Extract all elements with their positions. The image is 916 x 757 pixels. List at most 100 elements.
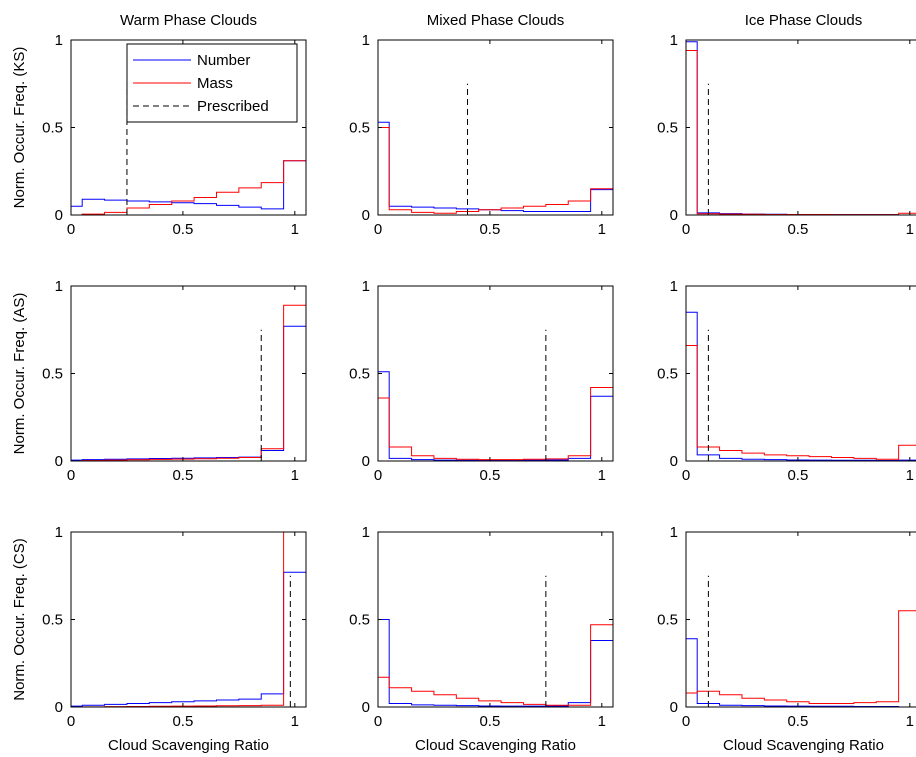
series-mass-line: [378, 387, 614, 461]
panel-r1-c2: 0 0.5 1 0 0.5 1: [657, 278, 916, 484]
x-tick-label: 1: [906, 467, 914, 484]
x-axis-label: Cloud Scavenging Ratio: [108, 737, 269, 754]
axes-box: [685, 531, 916, 708]
x-tick-label: 1: [291, 713, 299, 730]
x-tick-label: 0: [67, 467, 75, 484]
y-tick-label: 1: [55, 524, 63, 541]
y-tick-label: 0: [55, 207, 63, 224]
y-tick-label: 0.5: [657, 366, 678, 383]
series-number-line: [686, 311, 916, 461]
row-ylabel: Norm. Occur. Freq. (KS): [11, 47, 28, 209]
y-tick-label: 0.5: [42, 120, 63, 137]
x-tick-label: 0.5: [172, 713, 193, 730]
y-tick-label: 0: [670, 207, 678, 224]
axes-box: [377, 39, 614, 216]
y-tick-label: 0.5: [657, 120, 678, 137]
row-ylabel: Norm. Occur. Freq. (CS): [11, 538, 28, 701]
y-tick-label: 0.5: [349, 120, 370, 137]
series-number-line: [686, 41, 916, 216]
y-tick-label: 1: [55, 32, 63, 49]
series-mass-line: [71, 304, 307, 462]
y-tick-label: 1: [362, 524, 370, 541]
axes-box: [70, 531, 307, 708]
y-tick-label: 0: [670, 453, 678, 470]
row-ylabel: Norm. Occur. Freq. (AS): [11, 293, 28, 455]
y-tick-label: 1: [55, 278, 63, 295]
x-tick-label: 1: [291, 221, 299, 238]
y-tick-label: 1: [362, 32, 370, 49]
y-tick-label: 0: [670, 699, 678, 716]
y-tick-label: 0.5: [42, 612, 63, 629]
x-tick-label: 0: [374, 713, 382, 730]
panel-r0-c1: 0 0.5 1 0 0.5 1: [349, 32, 614, 238]
legend: Number Mass Prescribed: [126, 43, 298, 123]
series-mass-line: [686, 50, 916, 216]
panel-r0-c0: 0 0.5 1 0 0.5 1: [42, 32, 307, 238]
x-tick-label: 0: [374, 467, 382, 484]
panel-r1-c1: 0 0.5 1 0 0.5 1: [349, 278, 614, 484]
x-tick-label: 0: [67, 713, 75, 730]
y-tick-label: 0.5: [349, 612, 370, 629]
series-mass-line: [378, 624, 614, 707]
legend-label-number: Number: [197, 52, 250, 69]
y-tick-label: 1: [670, 524, 678, 541]
x-axis-label: Cloud Scavenging Ratio: [415, 737, 576, 754]
x-tick-label: 0.5: [479, 221, 500, 238]
y-tick-label: 0: [362, 699, 370, 716]
column-title: Warm Phase Clouds: [120, 12, 257, 29]
x-tick-label: 1: [598, 467, 606, 484]
y-tick-label: 1: [362, 278, 370, 295]
panel-r2-c2: 0 0.5 1 0 0.5 1: [657, 524, 916, 730]
series-number-line: [378, 619, 614, 707]
series-number-line: [378, 371, 614, 461]
panel-r0-c2: 0 0.5 1 0 0.5 1: [657, 32, 916, 238]
y-tick-label: 0.5: [349, 366, 370, 383]
x-tick-label: 0.5: [172, 467, 193, 484]
panel-r2-c1: 0 0.5 1 0 0.5 1: [349, 524, 614, 730]
x-tick-label: 0: [67, 221, 75, 238]
y-tick-label: 0: [55, 453, 63, 470]
panel-r2-c0: 0 0.5 1 0 0.5 1: [42, 524, 307, 730]
x-tick-label: 0.5: [787, 221, 808, 238]
x-tick-label: 0.5: [479, 713, 500, 730]
y-tick-label: 1: [670, 278, 678, 295]
x-tick-label: 0: [374, 221, 382, 238]
x-tick-label: 0: [682, 221, 690, 238]
y-tick-label: 0: [55, 699, 63, 716]
axes-box: [377, 285, 614, 462]
panel-r1-c0: 0 0.5 1 0 0.5 1: [42, 278, 307, 484]
series-mass-line: [686, 610, 916, 704]
axes-box: [70, 285, 307, 462]
y-tick-label: 0.5: [657, 612, 678, 629]
x-tick-label: 1: [598, 221, 606, 238]
series-number-line: [686, 638, 916, 708]
series-mass-line: [71, 160, 307, 216]
series-mass-line: [378, 127, 614, 215]
x-tick-label: 1: [291, 467, 299, 484]
column-title: Ice Phase Clouds: [745, 12, 863, 29]
x-tick-label: 0.5: [172, 221, 193, 238]
axes-box: [685, 39, 916, 216]
legend-label-prescribed: Prescribed: [197, 98, 269, 115]
x-tick-label: 0: [682, 713, 690, 730]
y-tick-label: 0: [362, 453, 370, 470]
y-tick-label: 0: [362, 207, 370, 224]
x-tick-label: 0.5: [787, 713, 808, 730]
x-tick-label: 1: [906, 221, 914, 238]
axes-box: [685, 285, 916, 462]
x-tick-label: 0.5: [787, 467, 808, 484]
series-mass-line: [686, 345, 916, 460]
series-number-line: [71, 325, 307, 461]
column-title: Mixed Phase Clouds: [427, 12, 565, 29]
series-number-line: [71, 160, 307, 215]
y-tick-label: 1: [670, 32, 678, 49]
x-axis-label: Cloud Scavenging Ratio: [723, 737, 884, 754]
axes-box: [377, 531, 614, 708]
series-mass-line: [71, 531, 307, 708]
x-tick-label: 1: [906, 713, 914, 730]
x-tick-label: 0.5: [479, 467, 500, 484]
legend-label-mass: Mass: [197, 75, 233, 92]
x-tick-label: 0: [682, 467, 690, 484]
y-tick-label: 0.5: [42, 366, 63, 383]
